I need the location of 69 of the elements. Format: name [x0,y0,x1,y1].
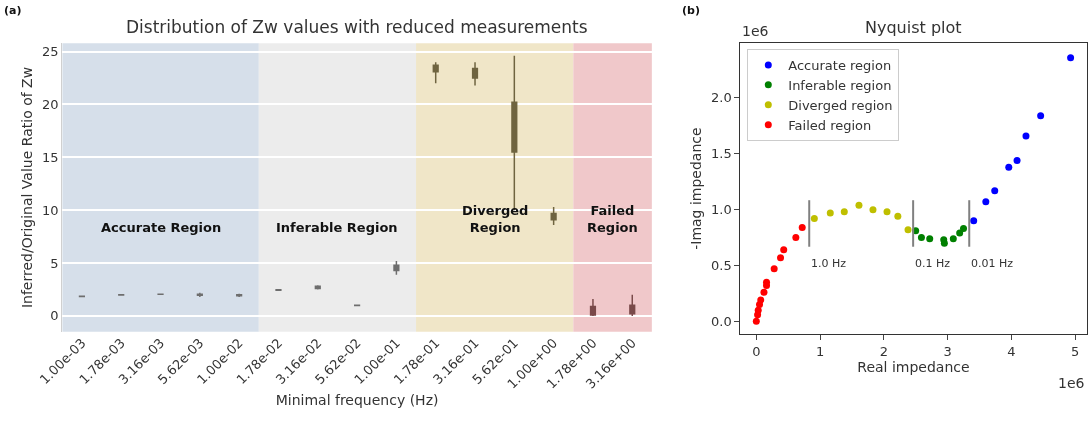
point [792,234,800,242]
point [926,235,934,243]
y-tick-label: 1.0 [711,202,732,218]
x-tick-label: 1 [815,343,825,359]
legend-label: Accurate region [788,58,892,73]
y-tick-label: 1.5 [711,146,732,162]
legend-label: Inferable region [788,77,892,93]
band-label: Diverged Region [462,203,529,235]
band-label: Inferable Region [276,220,398,235]
y-axis-title: Inferred/Original Value Ratio of Zw [18,66,35,309]
text: 1e6 [1058,375,1085,391]
point [1022,132,1030,140]
point [960,225,968,233]
ref-line-label: 0.1 Hz [915,257,951,270]
point [1005,163,1013,171]
point [798,224,806,231]
point [855,201,863,209]
ref-line-label: 0.01 Hz [971,257,1014,270]
point [917,234,925,242]
x-axis-title: Real impedance [857,358,970,375]
point [754,311,762,319]
chart-title: Nyquist plot [865,18,962,37]
y-tick-label: 20 [42,97,59,113]
point [810,215,818,223]
band-label: Failed Region [587,203,638,235]
y-tick-label: 0.0 [711,313,732,329]
y-axis-title: -Imag impedance [687,127,704,250]
y-tick-label: 5 [50,255,59,271]
point [1013,156,1021,164]
y-tick-label: 10 [42,202,59,218]
point [982,198,990,206]
text: (b) [682,4,700,17]
point [780,246,788,254]
point [760,288,768,296]
point [1067,54,1075,62]
point [970,217,978,225]
point [869,206,877,214]
point [752,317,760,325]
point [1037,112,1045,120]
y-tick-label: 0.5 [711,258,732,274]
point [949,235,957,243]
legend-label: Failed region [788,117,872,133]
point [883,208,891,216]
x-tick-label: 3 [943,343,952,359]
point [756,301,764,309]
point [840,208,848,216]
y-tick-label: 15 [42,149,59,165]
point [956,229,964,237]
x-tick-label: 0 [752,343,761,359]
x-tick-label: 5 [1070,343,1080,359]
y-tick-label: 0 [50,308,59,324]
x-tick-label: 2 [879,343,888,359]
point [777,254,785,262]
y-tick-label: 25 [42,44,59,60]
x-axis-title: Minimal frequency (Hz) [275,391,439,408]
point [991,187,999,195]
band-label: Accurate Region [101,220,222,235]
ref-line-label: 1.0 Hz [811,257,847,270]
text: (a) [4,4,22,17]
point [894,212,902,220]
text: 1e6 [742,23,769,39]
point [763,282,771,290]
legend-label: Diverged region [788,97,893,113]
point [826,209,834,217]
y-tick-label: 2.0 [711,90,732,106]
point [770,265,778,273]
point [904,226,912,234]
chart-title: Distribution of Zw values with reduced measurements [126,17,588,37]
x-tick-label: 4 [1007,343,1016,359]
